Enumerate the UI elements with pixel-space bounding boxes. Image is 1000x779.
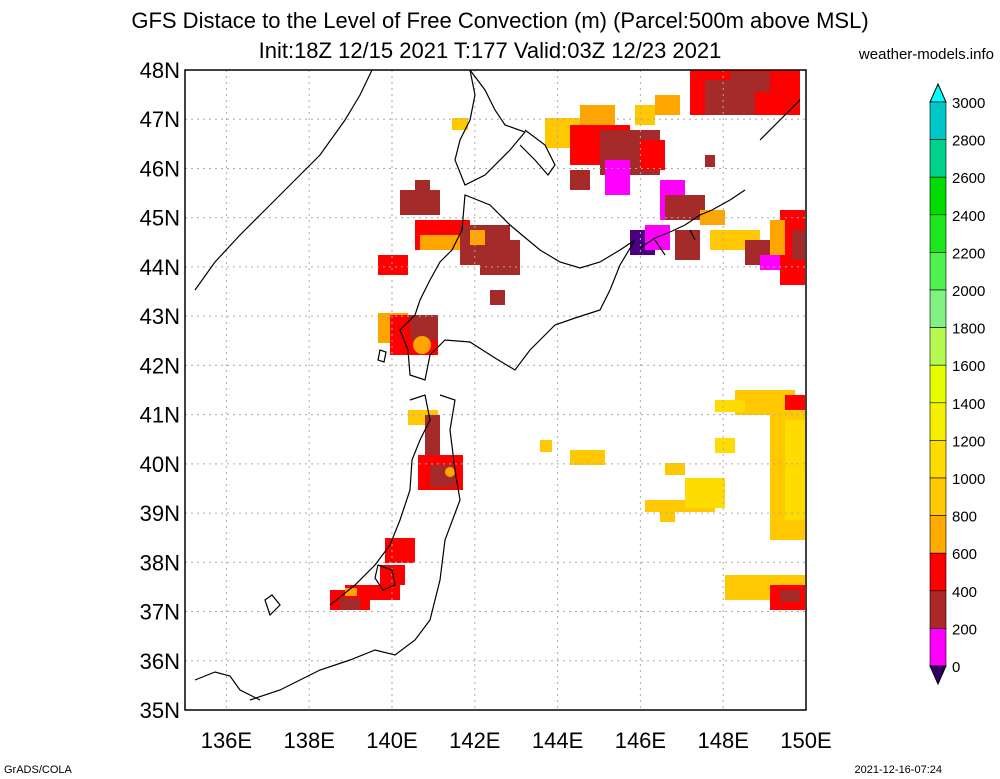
latitude-labels: 48N 47N 46N 45N 44N 43N 42N 41N 40N 39N 38N 37N 36N 3… bbox=[140, 58, 180, 723]
lfc-color-fields bbox=[330, 70, 805, 610]
lon-label: 136E bbox=[201, 728, 252, 753]
lat-label: 44N bbox=[140, 255, 180, 280]
colorbar-label: 1200 bbox=[952, 433, 985, 450]
colorbar-bottom-arrow bbox=[929, 665, 947, 686]
colorbar-label: 2400 bbox=[952, 208, 985, 225]
lat-label: 39N bbox=[140, 501, 180, 526]
colorbar-segment bbox=[929, 515, 947, 554]
colorbar-segment bbox=[929, 364, 947, 404]
lat-label: 46N bbox=[140, 156, 180, 181]
colorbar-segment bbox=[929, 552, 947, 592]
colorbar-label: 400 bbox=[952, 584, 977, 601]
colorbar-segment bbox=[929, 590, 947, 629]
colorbar-segment bbox=[929, 139, 947, 178]
colorbar-label: 2800 bbox=[952, 133, 985, 150]
lat-label: 47N bbox=[140, 107, 180, 132]
lat-label: 45N bbox=[140, 206, 180, 231]
footer-timestamp: 2021-12-16-07:24 bbox=[854, 764, 942, 776]
lon-label: 150E bbox=[780, 728, 831, 753]
colorbar-segment bbox=[929, 252, 947, 291]
lat-label: 37N bbox=[140, 600, 180, 625]
coastlines bbox=[194, 69, 801, 701]
map-subtitle: Init:18Z 12/15 2021 T:177 Valid:03Z 12/2… bbox=[258, 38, 722, 63]
lon-label: 142E bbox=[449, 728, 500, 753]
colorbar-label: 1600 bbox=[952, 358, 985, 375]
lat-label: 35N bbox=[140, 698, 180, 723]
lon-label: 148E bbox=[698, 728, 749, 753]
colorbar-label: 1000 bbox=[952, 471, 985, 488]
colorbar-label: 0 bbox=[952, 659, 960, 676]
lat-label: 36N bbox=[140, 649, 180, 674]
colorbar-segment bbox=[929, 176, 947, 216]
lat-label: 41N bbox=[140, 403, 180, 428]
footer-software: GrADS/COLA bbox=[4, 764, 72, 776]
colorbar-label: 2200 bbox=[952, 245, 985, 262]
colorbar-segment bbox=[929, 214, 947, 253]
colorbar-label: 2600 bbox=[952, 170, 985, 187]
colorbar-top-arrow bbox=[929, 82, 947, 103]
lon-label: 138E bbox=[284, 728, 335, 753]
colorbar-label: 600 bbox=[952, 546, 977, 563]
colorbar-segment bbox=[929, 440, 947, 479]
colorbar-label: 2000 bbox=[952, 283, 985, 300]
lon-label: 144E bbox=[532, 728, 583, 753]
colorbar: 3000280026002400220020001800160014001200… bbox=[929, 82, 985, 686]
colorbar-label: 1800 bbox=[952, 321, 985, 338]
colorbar-segment bbox=[929, 101, 947, 140]
lat-lon-grid bbox=[185, 70, 806, 710]
lat-label: 40N bbox=[140, 452, 180, 477]
colorbar-label: 1400 bbox=[952, 396, 985, 413]
colorbar-label: 3000 bbox=[952, 95, 985, 112]
site-credit: weather-models.info bbox=[858, 46, 994, 63]
colorbar-label: 800 bbox=[952, 509, 977, 526]
colorbar-segment bbox=[929, 628, 947, 667]
lat-label: 38N bbox=[140, 550, 180, 575]
map-frame bbox=[184, 69, 807, 711]
lat-label: 43N bbox=[140, 304, 180, 329]
lat-label: 42N bbox=[140, 353, 180, 378]
lon-label: 140E bbox=[366, 728, 417, 753]
colorbar-segment bbox=[929, 477, 947, 516]
colorbar-label: 200 bbox=[952, 621, 977, 638]
colorbar-segment bbox=[929, 289, 947, 328]
colorbar-segment bbox=[929, 402, 947, 441]
lon-label: 146E bbox=[615, 728, 666, 753]
lat-label: 48N bbox=[140, 58, 180, 83]
colorbar-segment bbox=[929, 327, 947, 366]
longitude-labels: 136E 138E 140E 142E 144E 146E 148E 150E bbox=[201, 728, 832, 753]
map-title: GFS Distace to the Level of Free Convect… bbox=[131, 8, 869, 33]
